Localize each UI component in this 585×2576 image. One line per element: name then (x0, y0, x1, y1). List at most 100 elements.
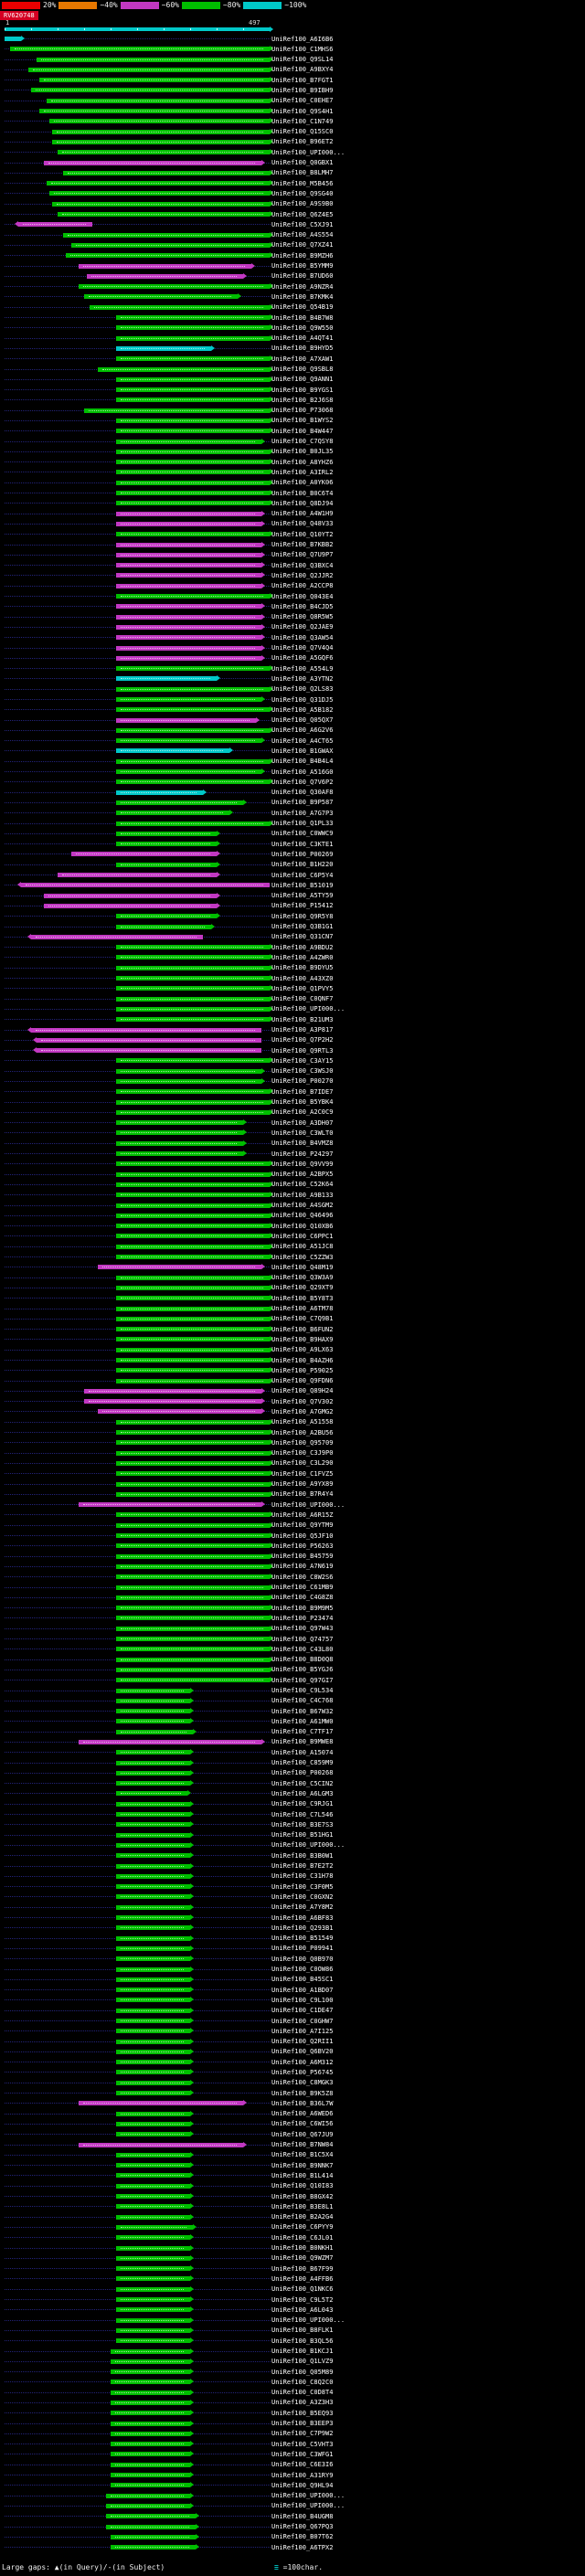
hit-label[interactable]: UniRef100_C1FVZ5 (271, 1469, 334, 1478)
hit-label[interactable]: UniRef100_B9HYD5 (271, 345, 334, 353)
hit-label[interactable]: UniRef100_C9RJG1 (271, 1800, 334, 1808)
hit-bar[interactable] (115, 654, 265, 661)
hit-label[interactable]: UniRef100_B0JL35 (271, 448, 334, 456)
hit-label[interactable]: UniRef100_Q9SG40 (271, 189, 334, 197)
hit-bar[interactable] (115, 665, 274, 672)
hit-bar[interactable] (105, 2492, 195, 2498)
hit-label[interactable]: UniRef100_B1L414 (271, 2171, 334, 2179)
hit-bar[interactable] (115, 1161, 274, 1167)
hit-bar[interactable] (115, 1346, 274, 1352)
hit-bar[interactable] (115, 520, 265, 526)
hit-label[interactable]: UniRef100_Q6BV20 (271, 2048, 334, 2056)
hit-bar[interactable] (115, 531, 274, 537)
hit-bar[interactable] (115, 769, 265, 775)
hit-label[interactable]: UniRef100_A31RY9 (271, 2471, 334, 2479)
hit-bar[interactable] (115, 1687, 195, 1693)
hit-label[interactable]: UniRef100_B9M9M5 (271, 1604, 334, 1612)
hit-bar[interactable] (44, 159, 266, 165)
hit-label[interactable]: UniRef100_Q0B970 (271, 1955, 334, 1963)
hit-bar[interactable] (115, 2038, 195, 2044)
hit-label[interactable]: UniRef100_UPI000... (271, 148, 346, 156)
hit-label[interactable]: UniRef100_A61MW0 (271, 1717, 334, 1725)
hit-label[interactable]: UniRef100_B4W447 (271, 427, 334, 435)
hit-label[interactable]: UniRef100_Q9SBL8 (271, 366, 334, 373)
hit-label[interactable]: UniRef100_Q1LVZ9 (271, 2358, 334, 2366)
hit-label[interactable]: UniRef100_C0GHW7 (271, 2017, 334, 2025)
hit-bar[interactable] (115, 2120, 195, 2126)
hit-bar[interactable] (115, 1903, 195, 1910)
hit-label[interactable]: UniRef100_Q9ANN1 (271, 376, 334, 384)
hit-bar[interactable] (115, 861, 220, 867)
hit-bar[interactable] (115, 355, 274, 362)
hit-label[interactable]: UniRef100_B3QL56 (271, 2337, 334, 2345)
hit-label[interactable]: UniRef100_Q9WZM7 (271, 2254, 334, 2263)
hit-bar[interactable] (115, 1563, 274, 1569)
hit-label[interactable]: UniRef100_B7KBB2 (271, 541, 334, 549)
hit-bar[interactable] (39, 108, 273, 114)
hit-bar[interactable] (115, 1966, 195, 1972)
hit-bar[interactable] (115, 2172, 195, 2178)
hit-bar[interactable] (97, 366, 274, 372)
hit-label[interactable]: UniRef100_Q46496 (271, 1212, 334, 1220)
hit-bar[interactable] (115, 1532, 274, 1539)
hit-bar[interactable] (115, 1067, 265, 1074)
hit-label[interactable]: UniRef100_Q7XZ41 (271, 241, 334, 249)
hit-bar[interactable] (111, 2399, 194, 2405)
hit-bar[interactable] (97, 1264, 266, 1270)
hit-bar[interactable] (47, 180, 273, 186)
hit-label[interactable]: UniRef100_C8Q2C0 (271, 2378, 334, 2386)
hit-bar[interactable] (115, 2234, 195, 2241)
hit-bar[interactable] (115, 1831, 195, 1838)
hit-label[interactable]: UniRef100_Q8R5W5 (271, 613, 334, 621)
hit-bar[interactable] (111, 2533, 200, 2539)
hit-label[interactable]: UniRef100_B5YGJ6 (271, 1666, 334, 1674)
hit-label[interactable]: UniRef100_B2A2G4 (271, 2213, 334, 2221)
hit-bar[interactable] (115, 572, 265, 578)
hit-bar[interactable] (115, 582, 265, 588)
hit-bar[interactable] (97, 1408, 266, 1415)
hit-bar[interactable] (115, 1625, 274, 1631)
hit-label[interactable]: UniRef100_P23474 (271, 1614, 334, 1622)
hit-label[interactable]: UniRef100_B5YMM9 (271, 262, 334, 270)
hit-bar[interactable] (84, 1387, 266, 1394)
hit-bar[interactable] (115, 428, 274, 434)
hit-label[interactable]: UniRef100_B4CJD5 (271, 602, 334, 610)
hit-label[interactable]: UniRef100_B1GWAX (271, 747, 334, 755)
hit-label[interactable]: UniRef100_B9HAX9 (271, 1335, 334, 1343)
hit-label[interactable]: UniRef100_Q48V33 (271, 520, 334, 528)
hit-label[interactable]: UniRef100_C52K64 (271, 1181, 334, 1189)
hit-label[interactable]: UniRef100_Q30AF8 (271, 789, 334, 797)
hit-label[interactable]: UniRef100_Q1NKC6 (271, 2285, 334, 2294)
hit-label[interactable]: UniRef100_B51019 (271, 881, 334, 889)
hit-label[interactable]: UniRef100_Q7P2H2 (271, 1036, 334, 1044)
hit-bar[interactable] (115, 1336, 274, 1342)
hit-bar[interactable] (115, 1636, 274, 1642)
hit-label[interactable]: UniRef100_A6TPX2 (271, 2543, 334, 2551)
hit-label[interactable]: UniRef100_C7L546 (271, 1810, 334, 1818)
hit-bar[interactable] (115, 345, 215, 351)
hit-bar[interactable] (115, 995, 274, 1002)
hit-label[interactable]: UniRef100_A3YTN2 (271, 674, 334, 683)
hit-label[interactable]: UniRef100_UPI000... (271, 2502, 346, 2510)
hit-label[interactable]: UniRef100_Q89H24 (271, 1387, 334, 1395)
hit-label[interactable]: UniRef100_A2CCP8 (271, 582, 334, 590)
hit-bar[interactable] (115, 469, 274, 475)
hit-bar[interactable] (115, 603, 265, 610)
hit-bar[interactable] (115, 1574, 274, 1580)
hit-label[interactable]: UniRef100_A7XAW1 (271, 355, 334, 363)
hit-label[interactable]: UniRef100_Q97W43 (271, 1625, 334, 1633)
hit-label[interactable]: UniRef100_Q10I83 (271, 2182, 334, 2190)
hit-bar[interactable] (16, 882, 270, 888)
hit-bar[interactable] (115, 1305, 274, 1311)
hit-label[interactable]: UniRef100_B1C5X4 (271, 2151, 334, 2159)
hit-label[interactable]: UniRef100_Q2LS83 (271, 685, 334, 694)
hit-label[interactable]: UniRef100_A6LGM3 (271, 1789, 334, 1797)
hit-bar[interactable] (115, 2028, 195, 2034)
hit-label[interactable]: UniRef100_C3WLT0 (271, 1129, 334, 1137)
hit-bar[interactable] (115, 510, 265, 516)
hit-bar[interactable] (115, 706, 274, 713)
hit-bar[interactable] (115, 479, 274, 485)
hit-bar[interactable] (115, 2306, 195, 2313)
hit-label[interactable]: UniRef100_B9NNK7 (271, 2161, 334, 2169)
hit-bar[interactable] (115, 2182, 195, 2189)
